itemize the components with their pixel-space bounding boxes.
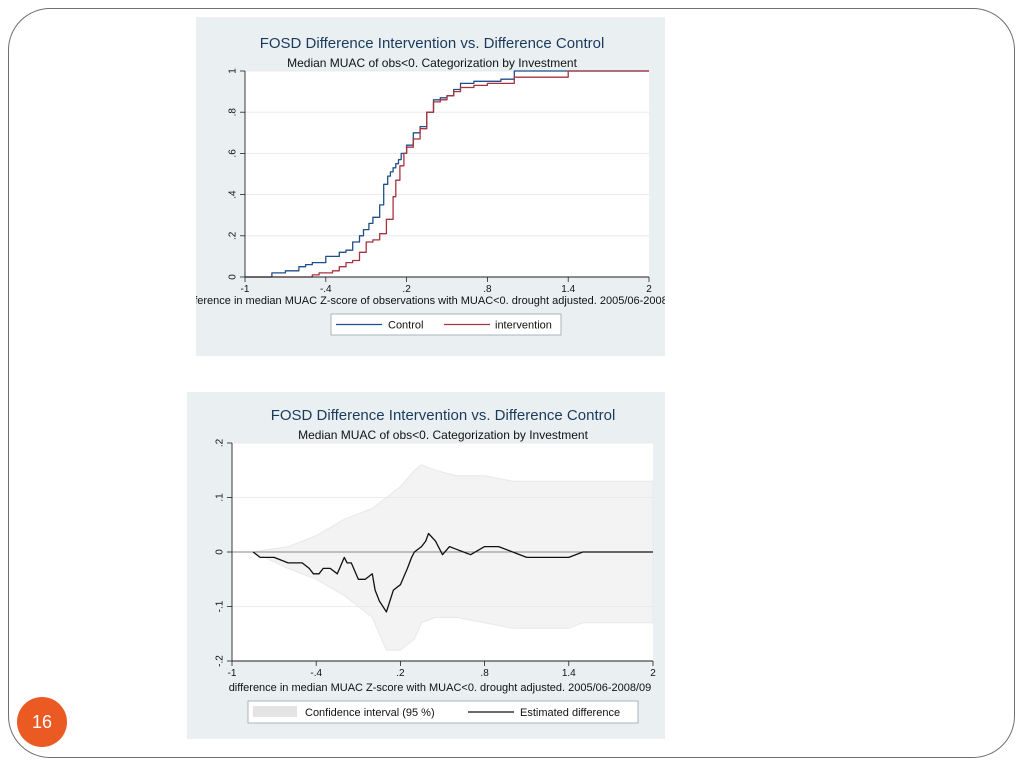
- x-tick-label: 2: [646, 284, 652, 295]
- legend-swatch-confidence-interval: [253, 706, 297, 717]
- difference-chart-svg: FOSD Difference Intervention vs. Differe…: [187, 392, 665, 739]
- x-tick-label: 1.4: [561, 284, 575, 295]
- y-tick-label: -.2: [215, 655, 226, 667]
- y-tick-label: .1: [215, 493, 226, 502]
- x-tick-label: .8: [480, 668, 489, 679]
- fosd-cdf-figure: FOSD Difference Intervention vs. Differe…: [196, 17, 665, 356]
- legend-label-estimated-difference: Estimated difference: [520, 707, 620, 719]
- y-tick-label: .2: [228, 231, 239, 240]
- legend-box: [247, 700, 639, 724]
- y-tick-label: .8: [228, 108, 239, 117]
- legend-label-intervention: intervention: [495, 320, 552, 332]
- chart-title: FOSD Difference Intervention vs. Differe…: [271, 407, 616, 424]
- legend-label-control: Control: [388, 320, 423, 332]
- series-line-intervention: [245, 70, 649, 278]
- x-tick-label: .8: [483, 284, 492, 295]
- x-tick-label: -1: [241, 284, 250, 295]
- plot-area: [245, 71, 649, 277]
- y-tick-label: .2: [215, 438, 226, 447]
- x-axis-label: difference in median MUAC Z-score with M…: [229, 682, 652, 694]
- x-tick-label: .2: [396, 668, 405, 679]
- chart-subtitle: Median MUAC of obs<0. Categorization by …: [298, 428, 588, 442]
- y-tick-label: -.1: [215, 600, 226, 612]
- y-tick-label: 1: [228, 68, 239, 74]
- series-line-estimated-difference: [252, 532, 653, 613]
- x-tick-label: 2: [650, 668, 656, 679]
- chart-subtitle: Median MUAC of obs<0. Categorization by …: [287, 56, 577, 70]
- fosd-difference-figure: FOSD Difference Intervention vs. Differe…: [187, 392, 665, 739]
- y-tick-label: .6: [228, 149, 239, 158]
- chart-title: FOSD Difference Intervention vs. Differe…: [260, 35, 605, 52]
- legend-label-confidence-interval: Confidence interval (95 %): [305, 707, 435, 719]
- x-tick-label: .2: [402, 284, 411, 295]
- x-axis-label: Difference in median MUAC Z-score of obs…: [196, 295, 665, 307]
- page-number-badge: 16: [17, 697, 67, 747]
- y-tick-label: .4: [228, 190, 239, 199]
- cdf-chart-svg: FOSD Difference Intervention vs. Differe…: [196, 17, 665, 356]
- y-tick-label: 0: [228, 274, 239, 280]
- x-tick-label: -1: [228, 668, 237, 679]
- x-tick-label: 1.4: [562, 668, 576, 679]
- x-tick-label: -.4: [320, 284, 332, 295]
- y-tick-label: 0: [215, 549, 226, 555]
- x-tick-label: -.4: [310, 668, 322, 679]
